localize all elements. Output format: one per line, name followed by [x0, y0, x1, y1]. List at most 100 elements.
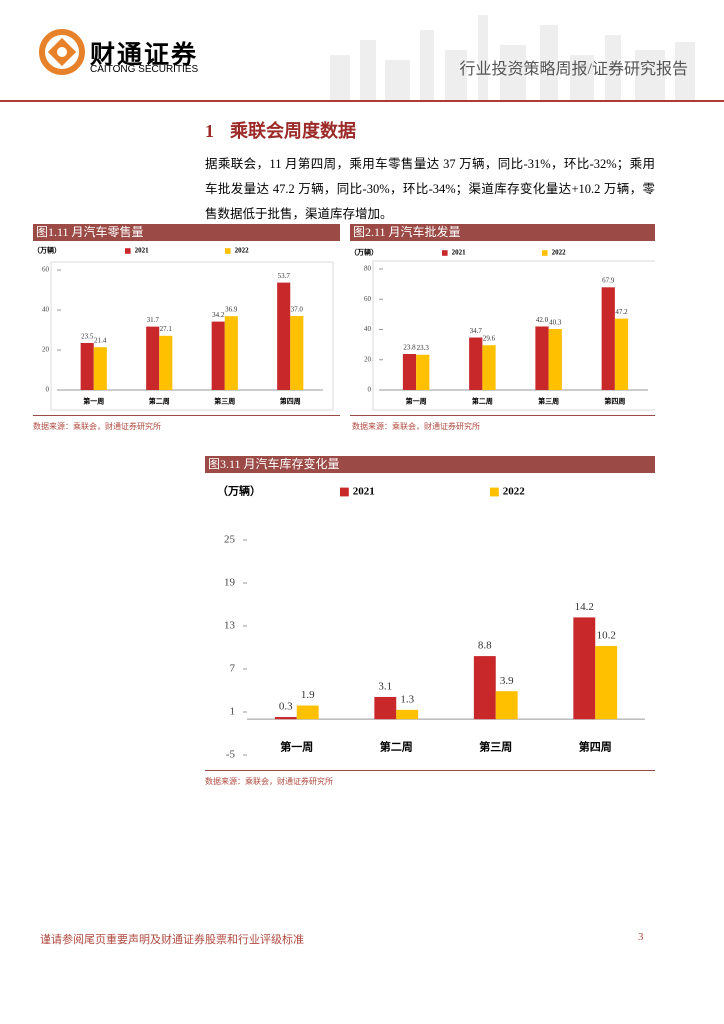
value-label: 23.8: [403, 343, 416, 351]
bar: [402, 354, 417, 390]
x-tick-label: 第一周: [280, 740, 313, 754]
y-tick-label: 20: [42, 346, 50, 354]
bar: [535, 326, 549, 390]
value-label: 0.3: [279, 701, 293, 713]
legend-label: 2022: [235, 247, 250, 255]
x-tick-label: 第一周: [83, 397, 104, 406]
y-tick-label: 7: [230, 663, 236, 675]
header-graphic: [0, 15, 724, 102]
bar: [290, 316, 304, 390]
legend-swatch: [490, 487, 499, 497]
unit-label: （万辆）: [217, 484, 261, 498]
y-tick-label: 60: [42, 266, 50, 274]
value-label: 53.7: [278, 272, 291, 280]
value-label: 1.3: [400, 693, 414, 705]
source: 数据来源：乘联会，财通证券研究所: [33, 422, 161, 431]
x-tick-label: 第二周: [472, 397, 493, 406]
legend-label: 2022: [552, 249, 567, 257]
value-label: 34.2: [212, 311, 225, 319]
value-label: 23.3: [417, 344, 430, 352]
y-tick-label: 40: [42, 306, 50, 314]
value-label: 37.0: [291, 305, 304, 313]
unit-label: （万辆）: [350, 248, 378, 257]
logo: [39, 29, 85, 75]
legend-label: 2022: [503, 486, 526, 498]
bar: [159, 335, 173, 390]
y-tick-label: 1: [230, 706, 236, 718]
bar: [495, 691, 518, 720]
value-label: 34.7: [470, 327, 483, 335]
legend-swatch: [442, 250, 448, 256]
bar: [224, 316, 238, 390]
bar: [277, 282, 291, 390]
y-tick-label: 40: [364, 325, 372, 333]
figure-title: 图1.11 月汽车零售量: [33, 224, 340, 241]
y-tick-label: 20: [364, 355, 372, 363]
value-label: 3.1: [378, 681, 392, 693]
value-label: 47.2: [615, 308, 628, 316]
legend-swatch: [340, 487, 349, 497]
bar: [469, 337, 483, 390]
unit-label: （万辆）: [33, 246, 61, 255]
source: 数据来源：乘联会，财通证券研究所: [205, 777, 333, 786]
x-tick-label: 第一周: [406, 397, 427, 406]
rule: [33, 415, 340, 416]
bar: [573, 617, 596, 720]
value-label: 14.2: [575, 601, 594, 613]
bar: [80, 343, 94, 390]
figure-title: 图2.11 月汽车批发量: [350, 224, 655, 241]
company-name: 财通证券: [90, 40, 199, 69]
plot-frame: [372, 260, 655, 411]
bar: [374, 696, 397, 720]
page-number: 3: [638, 931, 644, 943]
legend-swatch: [125, 248, 131, 254]
x-tick-label: 第三周: [479, 740, 512, 754]
y-tick-label: 25: [224, 534, 236, 546]
legend-label: 2021: [135, 247, 150, 255]
figure-title: 图3.11 月汽车库存变化量: [205, 456, 655, 473]
legend-label: 2021: [353, 486, 375, 498]
legend-swatch: [542, 250, 548, 256]
chart: （万辆） 2021 2022 0 20 40 60 第一周 23.521.4 第二周 31.727.…: [33, 246, 334, 411]
value-label: 42.0: [536, 316, 549, 324]
value-label: 40.3: [549, 318, 562, 326]
section-heading: 1 乘联会周度数据: [205, 117, 356, 143]
bar: [296, 705, 319, 720]
bar: [548, 329, 562, 390]
x-tick-label: 第四周: [280, 397, 301, 406]
rule: [350, 415, 655, 416]
value-label: 23.5: [81, 332, 94, 340]
disclaimer: 谨请参阅尾页重要声明及财通证券股票和行业评级标准: [40, 934, 304, 946]
y-tick-label: 80: [364, 265, 372, 273]
company-name-en: CAITONG SECURITIES: [90, 64, 199, 75]
bar: [473, 656, 496, 720]
bar: [601, 287, 615, 390]
report-type: 行业投资策略周报/证券研究报告: [459, 61, 688, 78]
paragraph: 据乘联会，11 月第四周，乘用车零售量达 37 万辆，同比-31%，环比-32%…: [205, 157, 655, 221]
x-tick-label: 第三周: [214, 397, 235, 406]
skyline: [330, 15, 695, 100]
x-tick-label: 第二周: [380, 740, 413, 754]
legend-swatch: [225, 248, 231, 254]
value-label: 3.9: [500, 675, 514, 687]
y-tick-label: 19: [224, 577, 236, 589]
rule: [205, 770, 655, 771]
value-label: 27.1: [160, 325, 173, 333]
x-tick-label: 第四周: [579, 740, 612, 754]
x-tick-label: 第二周: [149, 397, 170, 406]
bar: [416, 354, 430, 390]
bar: [211, 321, 225, 390]
section-title: 乘联会周度数据: [230, 121, 356, 141]
bar: [93, 347, 107, 390]
y-tick-label: -5: [226, 749, 236, 761]
legend-label: 2021: [452, 249, 467, 257]
bar: [595, 646, 618, 720]
y-tick-label: 13: [224, 620, 236, 632]
bar: [614, 318, 629, 390]
value-label: 1.9: [301, 689, 315, 701]
value-label: 36.9: [225, 306, 238, 314]
x-tick-label: 第四周: [604, 397, 625, 406]
value-label: 29.6: [483, 335, 496, 343]
plot-frame: [50, 261, 334, 411]
